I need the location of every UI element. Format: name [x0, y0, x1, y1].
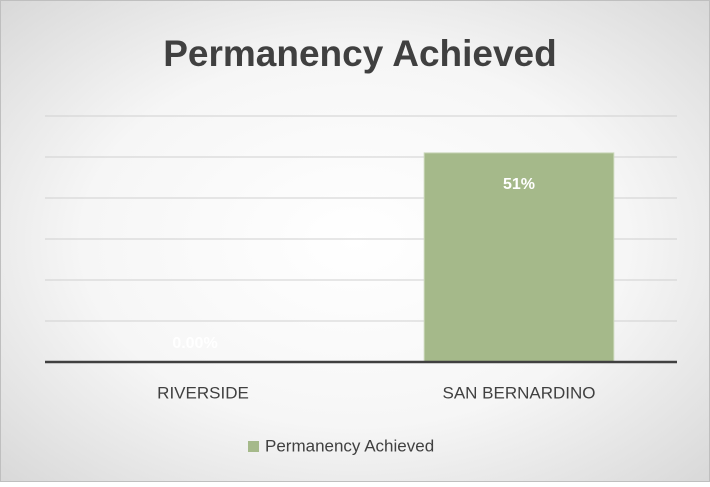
legend-swatch: [248, 441, 259, 452]
x-tick-label: SAN BERNARDINO: [442, 383, 595, 402]
data-label: 51%: [503, 176, 535, 193]
chart-title: Permanency Achieved: [163, 33, 557, 74]
bar: [423, 152, 615, 363]
data-label: 0.00%: [172, 335, 217, 352]
legend-label: Permanency Achieved: [265, 436, 434, 455]
x-tick-label: RIVERSIDE: [157, 383, 249, 402]
